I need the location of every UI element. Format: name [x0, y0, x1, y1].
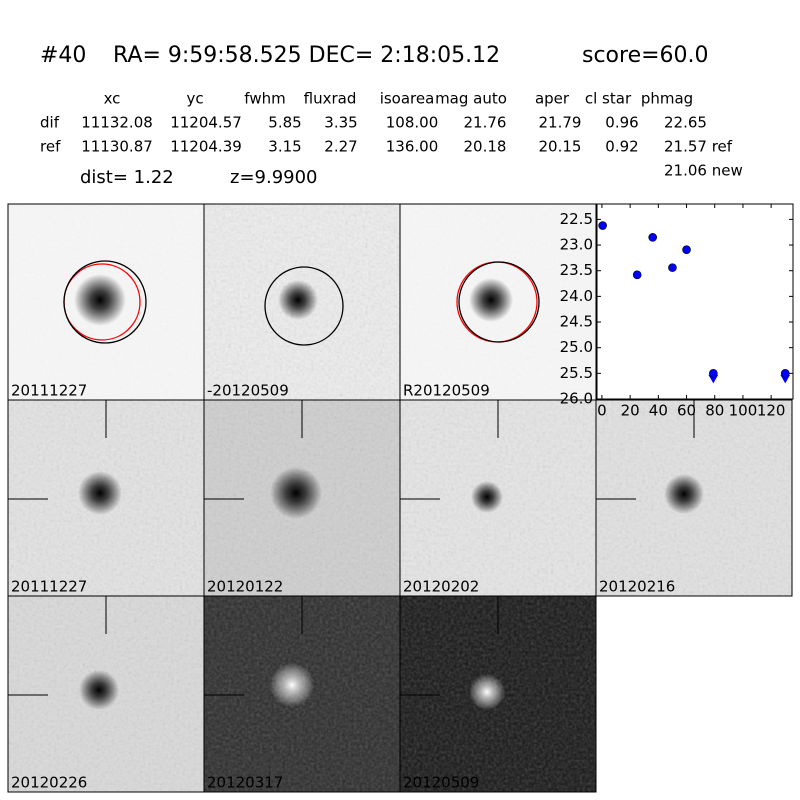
stamp: 20111227 [7, 203, 205, 401]
x-tick-label: 60 [677, 402, 696, 420]
cell: 11204.39 [170, 138, 242, 156]
y-tick-label: 25.5 [560, 364, 593, 382]
light-curve: 22.5 23.0 23.5 24.0 24.5 25.0 25.5 26.00 20 40 60 8… [560, 203, 794, 420]
score: score=60.0 [582, 43, 709, 68]
distance: dist= 1.22 [80, 167, 174, 188]
y-tick-label: 24.5 [560, 313, 593, 331]
source [270, 467, 322, 519]
stamp: 20120226 [7, 595, 205, 793]
x-tick-label: 100 [729, 402, 758, 420]
column-header: fluxrad [304, 90, 357, 108]
x-tick-label: 120 [757, 402, 786, 420]
cell: 108.00 [386, 114, 439, 132]
column-header: phmag [641, 90, 693, 108]
column-header: cl star [585, 90, 632, 108]
object-id: #40 [40, 43, 86, 68]
source [74, 274, 126, 326]
cell: 11130.87 [81, 138, 153, 156]
x-tick-label: 80 [705, 402, 724, 420]
cell: 20.15 [539, 138, 582, 156]
redshift: z=9.9900 [230, 167, 318, 188]
stamp-label: 20120317 [207, 774, 283, 792]
data-point [632, 270, 642, 280]
aperture [458, 261, 540, 343]
y-tick-label: 26.0 [560, 390, 593, 408]
source [471, 481, 503, 513]
y-tick-label: 23.0 [560, 236, 593, 254]
aperture [264, 266, 344, 346]
stamp: -20120509 [203, 203, 401, 401]
column-header: mag auto [435, 90, 507, 108]
row-label: ref [40, 138, 61, 156]
source [278, 280, 318, 320]
source [469, 278, 513, 322]
source [270, 663, 314, 707]
stamp: 20120216 [595, 399, 793, 597]
stamp-label: 20120509 [403, 774, 479, 792]
cell: 3.15 [268, 138, 301, 156]
cell: 0.96 [605, 114, 638, 132]
y-tick-label: 23.5 [560, 261, 593, 279]
data-point [668, 263, 677, 272]
data-point [682, 245, 691, 254]
x-tick-label: 40 [649, 402, 668, 420]
stamp: 20111227 [7, 399, 205, 597]
cell: 11132.08 [81, 114, 153, 132]
coordinates: RA= 9:59:58.525 DEC= 2:18:05.12 [113, 43, 500, 68]
stamp: 20120202 [399, 399, 597, 597]
column-header: yc [186, 90, 203, 108]
stamp-frame [595, 399, 793, 597]
cell: 22.65 [664, 114, 707, 132]
source [664, 474, 704, 514]
cell: 20.18 [464, 138, 507, 156]
source [78, 471, 122, 515]
stamp-frame [399, 595, 597, 793]
cell: 21.76 [464, 114, 507, 132]
data-point [598, 221, 607, 230]
cell: 21.79 [539, 114, 582, 132]
stamp-label: R20120509 [403, 382, 490, 400]
stamp-label: 20120216 [599, 578, 675, 596]
aperture [63, 260, 147, 344]
x-tick-label: 0 [597, 402, 607, 420]
data-point [709, 369, 718, 378]
cell: 2.27 [324, 138, 357, 156]
stamp-label: 20120202 [403, 578, 479, 596]
y-tick-label: 22.5 [560, 210, 593, 228]
stamp: 20120509 [399, 595, 597, 793]
data-point [648, 233, 657, 242]
cell: 136.00 [386, 138, 439, 156]
column-header: isoarea [380, 90, 435, 108]
cell: 11204.57 [170, 114, 242, 132]
column-header: fwhm [244, 90, 285, 108]
source [469, 674, 505, 710]
row-label: dif [40, 114, 60, 132]
plot-area [596, 203, 794, 400]
stamp: 20120122 [203, 399, 401, 597]
y-tick-label: 24.0 [560, 287, 593, 305]
stamp-label: -20120509 [207, 382, 289, 400]
cell: 5.85 [268, 114, 301, 132]
cell: 21.06 new [664, 162, 743, 180]
column-header: aper [535, 90, 570, 108]
cell: 3.35 [324, 114, 357, 132]
stamp-label: 20111227 [11, 578, 87, 596]
y-tick-label: 25.0 [560, 338, 593, 356]
stamp-label: 20111227 [11, 382, 87, 400]
cell: 21.57 ref [664, 138, 733, 156]
stamp-label: 20120226 [11, 774, 87, 792]
stamp: R20120509 [399, 203, 597, 401]
data-point [780, 369, 790, 378]
cell: 0.92 [605, 138, 638, 156]
stamp-label: 20120122 [207, 578, 283, 596]
source [79, 670, 119, 710]
column-header: xc [104, 90, 121, 108]
x-tick-label: 20 [621, 402, 640, 420]
stamp: 20120317 [203, 595, 401, 793]
